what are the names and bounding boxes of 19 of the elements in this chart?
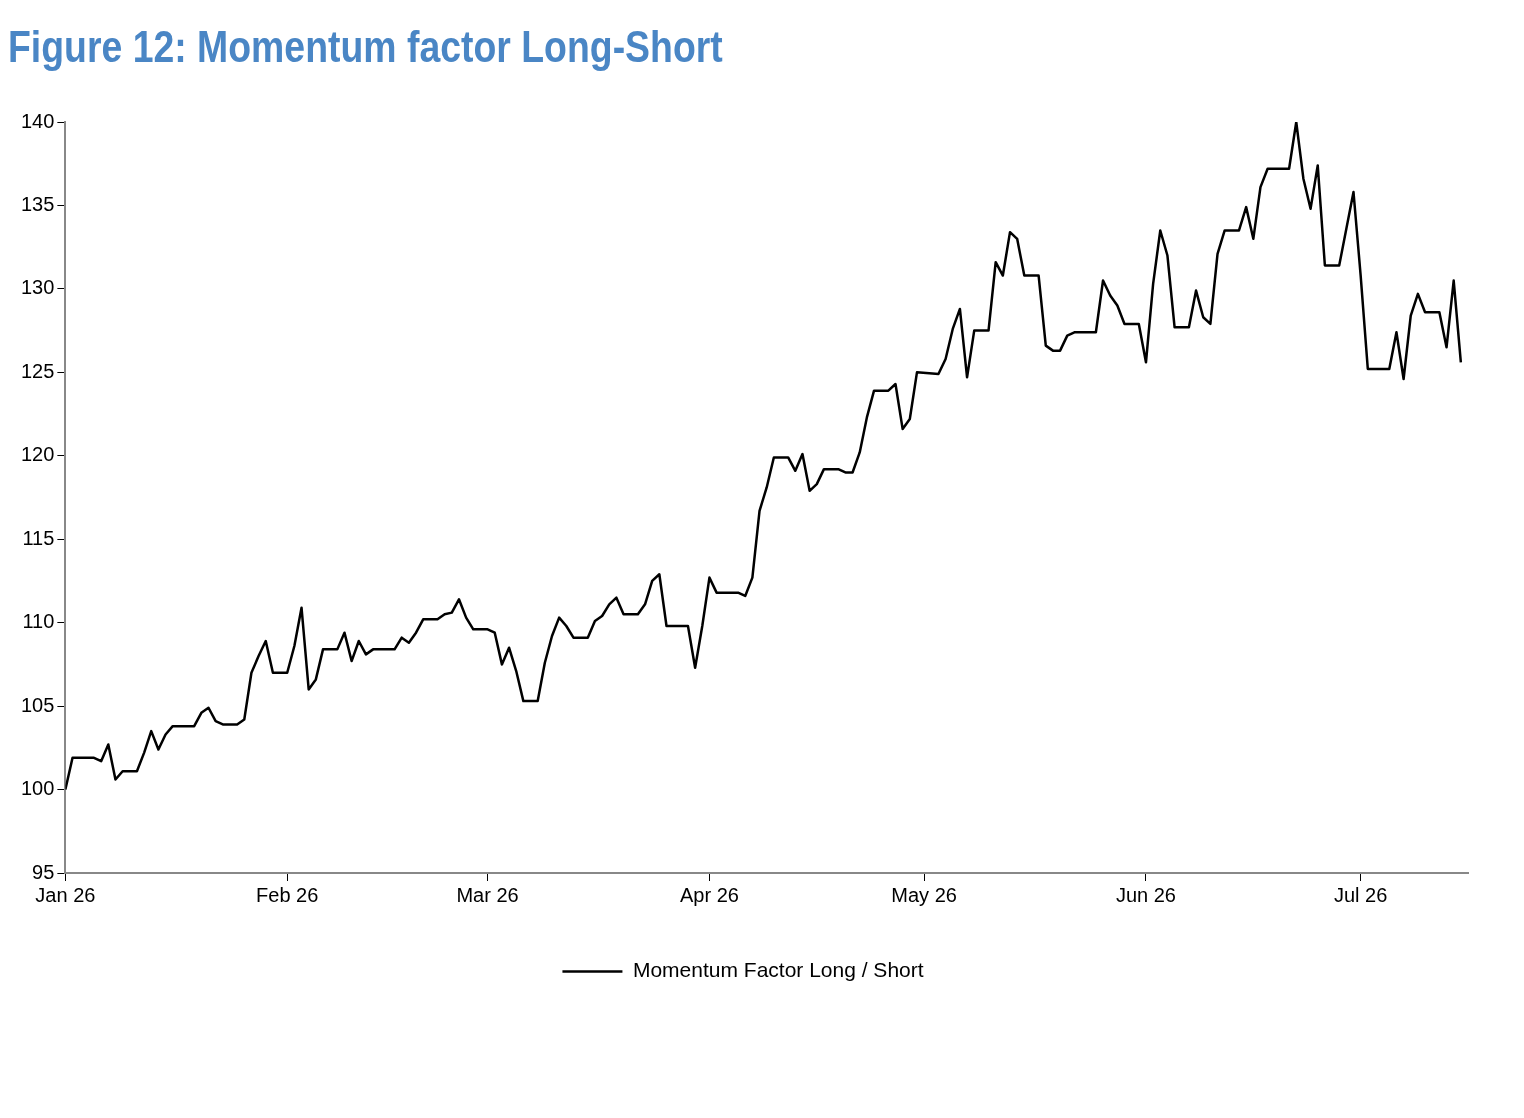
chart-title: Figure 12: Momentum factor Long-Short	[8, 21, 724, 73]
x-tick-label: Apr 26	[679, 883, 739, 906]
y-tick-label: 100	[20, 777, 55, 800]
y-tick-label: 95	[32, 860, 55, 883]
x-tick-label: Jul 26	[1333, 883, 1388, 906]
y-tick-label: 105	[20, 693, 55, 716]
x-tick-label: Jun 26	[1115, 883, 1176, 906]
y-tick-label: 130	[20, 276, 55, 299]
y-tick-label: 125	[20, 359, 55, 382]
x-tick-label: Jan 26	[35, 883, 96, 906]
y-tick-label: 110	[22, 610, 55, 633]
legend-label: Momentum Factor Long / Short	[632, 958, 924, 982]
y-tick-label: 115	[22, 526, 55, 549]
x-tick-label: Mar 26	[456, 883, 519, 906]
y-tick-label: 120	[20, 443, 55, 466]
x-tick-label: May 26	[891, 883, 957, 906]
y-tick-label: 135	[20, 192, 55, 215]
x-tick-label: Feb 26	[256, 883, 319, 906]
y-tick-label: 140	[20, 109, 55, 132]
